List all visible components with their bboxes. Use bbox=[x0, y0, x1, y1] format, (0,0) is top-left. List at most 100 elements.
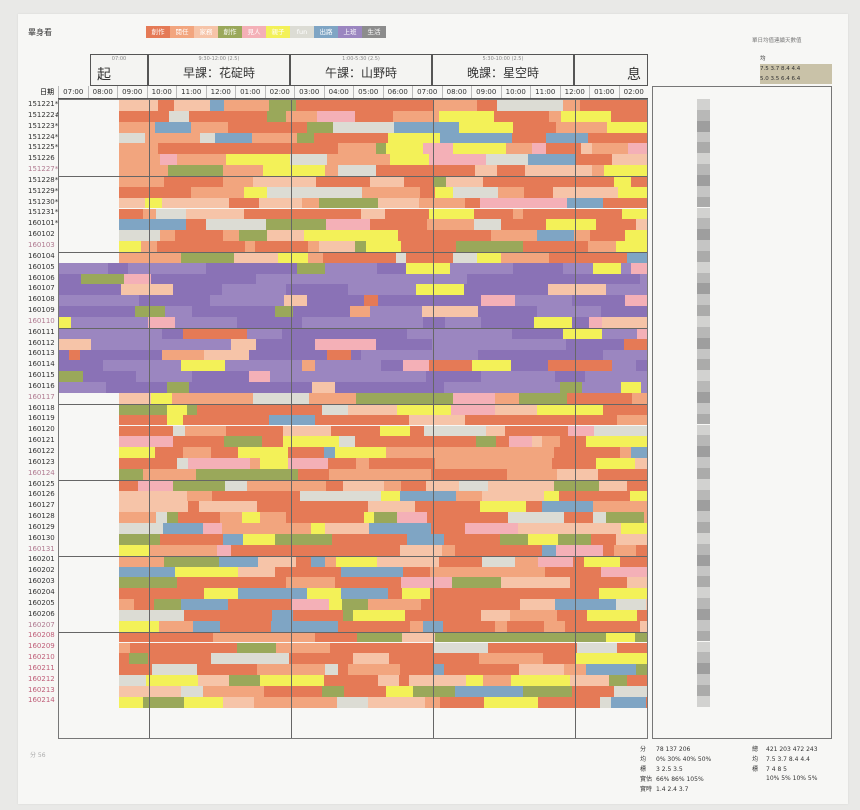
segment bbox=[59, 349, 69, 361]
segment bbox=[293, 609, 305, 621]
stat-cell bbox=[652, 555, 663, 566]
segment bbox=[388, 132, 440, 144]
segment bbox=[563, 327, 602, 339]
segment bbox=[409, 392, 419, 404]
segment bbox=[206, 219, 266, 231]
segment bbox=[370, 306, 422, 317]
segment bbox=[431, 468, 477, 480]
segment bbox=[407, 534, 444, 545]
segment bbox=[297, 262, 325, 274]
stat-cell bbox=[652, 500, 663, 511]
date-label: 160108 bbox=[28, 295, 55, 304]
segment bbox=[478, 349, 536, 361]
segment bbox=[119, 544, 149, 556]
segment bbox=[402, 631, 435, 643]
segment bbox=[397, 512, 427, 524]
segment bbox=[220, 620, 271, 632]
summary-right-percent: 10% 5% 10% 5% bbox=[766, 775, 818, 782]
segment bbox=[325, 262, 377, 274]
stat-cell bbox=[674, 425, 685, 436]
date-label: 160122 bbox=[28, 447, 55, 455]
stat-cell bbox=[685, 576, 696, 587]
segment bbox=[580, 523, 621, 534]
stat-shade bbox=[697, 446, 710, 458]
week-divider bbox=[59, 555, 647, 557]
stat-cell bbox=[674, 663, 685, 674]
stat-shade bbox=[697, 207, 710, 219]
timeline-row bbox=[59, 208, 647, 220]
segment bbox=[377, 555, 439, 567]
segment bbox=[423, 317, 445, 328]
segment bbox=[175, 317, 190, 328]
timeline-row bbox=[59, 327, 647, 339]
segment bbox=[190, 317, 237, 328]
segment bbox=[143, 696, 184, 708]
segment bbox=[526, 501, 542, 513]
timeline-row bbox=[59, 392, 647, 404]
date-label: 160115 bbox=[28, 371, 55, 380]
segment bbox=[617, 414, 647, 426]
segment bbox=[444, 664, 501, 676]
stat-cell bbox=[663, 392, 674, 403]
stat-cell bbox=[652, 620, 663, 631]
segment bbox=[444, 534, 500, 545]
stats-row bbox=[652, 630, 832, 642]
stats-row bbox=[652, 229, 832, 241]
segment bbox=[59, 197, 119, 209]
segment bbox=[452, 577, 501, 589]
segment bbox=[433, 642, 488, 654]
timeline-row bbox=[59, 534, 647, 545]
segment bbox=[394, 121, 459, 133]
segment bbox=[545, 566, 601, 578]
timeline-row bbox=[59, 154, 647, 166]
stat-cell bbox=[674, 468, 685, 479]
timeline-row bbox=[59, 588, 647, 600]
segment bbox=[444, 382, 482, 393]
stat-shade bbox=[697, 240, 710, 251]
date-label: 160107 bbox=[28, 284, 55, 293]
summary-right-label: 總 bbox=[752, 746, 759, 753]
segment bbox=[319, 197, 378, 209]
segment bbox=[119, 577, 177, 589]
segment bbox=[119, 642, 130, 654]
stat-cell bbox=[663, 576, 674, 587]
stat-cell bbox=[711, 587, 722, 598]
segment bbox=[511, 360, 548, 372]
segment bbox=[378, 197, 419, 209]
segment bbox=[163, 523, 203, 534]
stat-cell bbox=[674, 533, 685, 544]
segment bbox=[528, 588, 543, 600]
stats-row bbox=[652, 446, 832, 458]
segment bbox=[238, 566, 275, 578]
segment bbox=[161, 186, 191, 198]
stat-cell bbox=[722, 544, 733, 555]
timeline-row bbox=[59, 317, 647, 328]
segment bbox=[440, 696, 484, 708]
segment bbox=[560, 436, 586, 448]
segment bbox=[324, 675, 378, 686]
stat-cell bbox=[652, 544, 663, 555]
stat-cell bbox=[722, 142, 733, 153]
segment bbox=[364, 512, 374, 524]
stat-cell bbox=[711, 663, 722, 674]
segment bbox=[586, 664, 636, 676]
stat-cell bbox=[711, 446, 722, 457]
stat-cell bbox=[722, 609, 733, 620]
segment bbox=[203, 685, 264, 697]
stat-cell bbox=[685, 218, 696, 229]
date-label: 160101* bbox=[28, 219, 59, 228]
segment bbox=[228, 121, 253, 133]
stat-cell bbox=[663, 251, 674, 262]
stats-row bbox=[652, 435, 832, 447]
segment bbox=[588, 620, 640, 632]
stat-cell bbox=[685, 620, 696, 631]
segment bbox=[512, 132, 532, 144]
segment bbox=[307, 121, 333, 133]
stat-cell bbox=[674, 110, 685, 121]
segment bbox=[311, 523, 325, 534]
segment bbox=[119, 392, 151, 404]
segment bbox=[146, 675, 198, 686]
segment bbox=[188, 458, 217, 469]
stat-cell bbox=[722, 555, 733, 566]
stat-cell bbox=[663, 685, 674, 696]
